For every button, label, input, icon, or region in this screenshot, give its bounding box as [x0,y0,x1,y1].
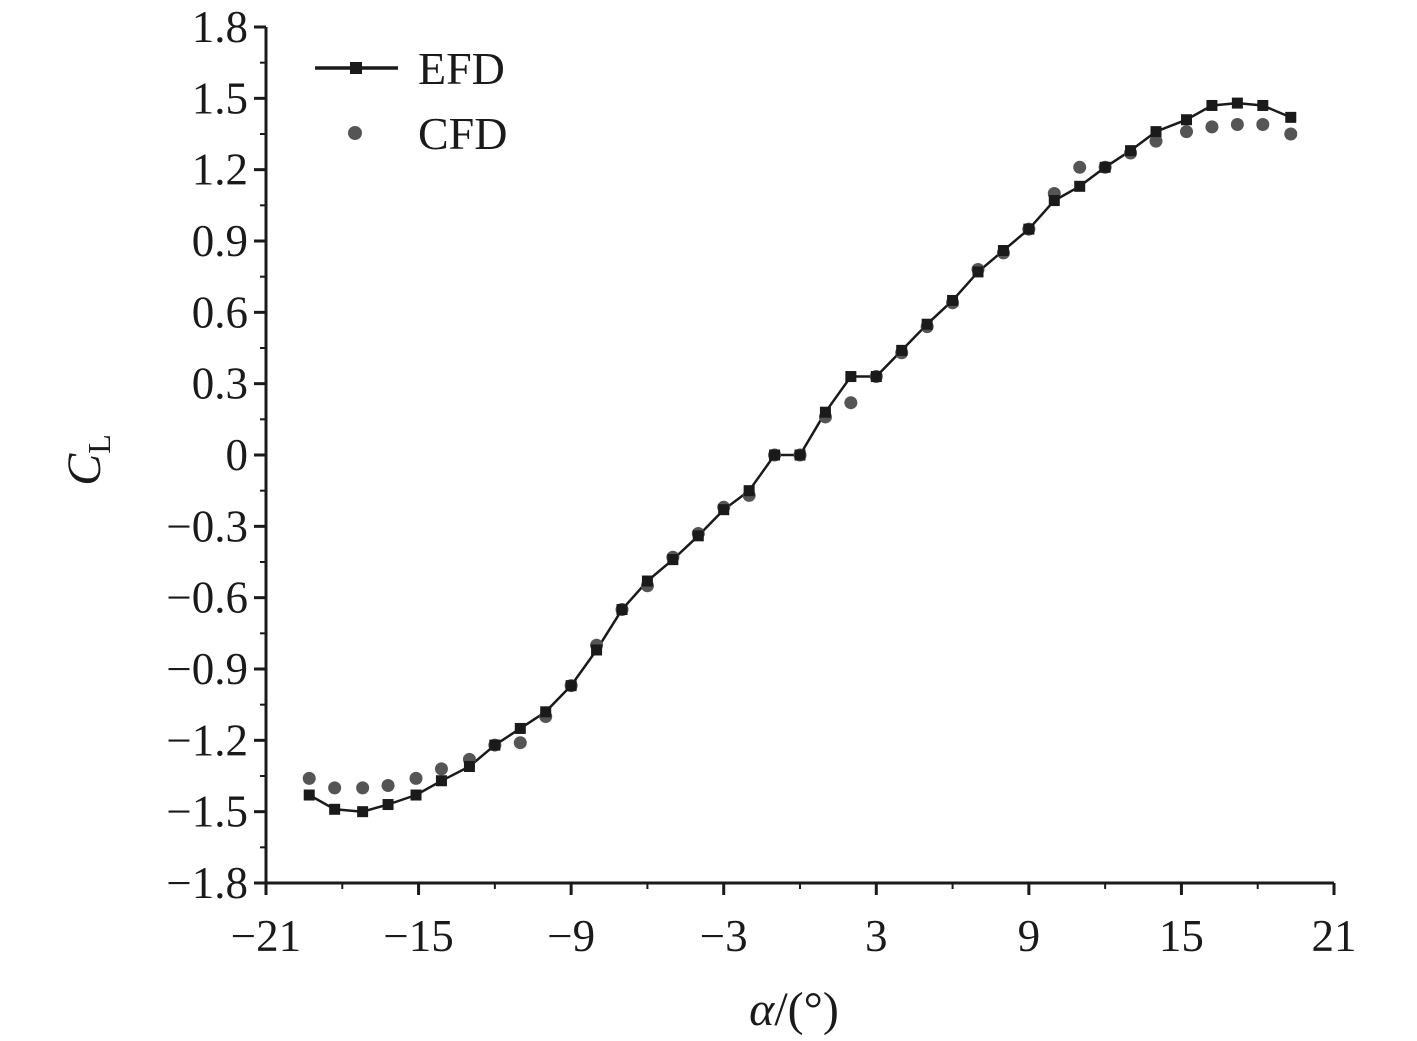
y-tick-label: 1.8 [192,2,248,52]
cfd-point [356,781,370,795]
x-axis-title-unit: /(°) [774,983,839,1036]
y-tick-label: 1.5 [192,73,248,123]
y-axis-title-subscript: L [81,434,117,454]
legend-item-efd: EFD [315,43,505,94]
efd-point [463,760,475,772]
x-tick-label: 21 [1312,911,1357,961]
cfd-point [513,736,527,750]
legend-item-cfd: CFD [348,108,507,159]
y-tick-label: 0.3 [192,359,248,409]
y-tick-label: −0.6 [166,573,248,623]
efd-point [303,789,315,801]
efd-point [947,294,959,306]
cfd-point [1073,160,1087,174]
x-tick-label: 15 [1159,911,1204,961]
efd-point [692,530,704,542]
efd-point [1257,99,1269,111]
cfd-point [1256,117,1270,131]
efd-point [896,344,908,356]
x-tick-label: −15 [383,911,453,961]
x-axis-title-symbol: α [749,983,775,1036]
legend-cfd-label: CFD [418,108,507,159]
efd-point [1023,223,1035,235]
efd-point [1150,126,1162,138]
x-tick-label: 3 [865,911,888,961]
efd-point [870,371,882,383]
data-series [302,97,1298,818]
efd-point [997,245,1009,257]
efd-point [845,371,857,383]
efd-point [435,775,447,787]
efd-point [357,806,369,818]
y-tick-label: −1.5 [166,787,248,837]
legend: EFD CFD [315,43,507,159]
efd-point [565,680,577,692]
y-tick-label: −1.2 [166,715,248,765]
efd-point [1099,161,1111,173]
y-axis-title: CL [58,434,117,486]
y-tick-label: −1.8 [166,858,248,908]
x-tick-label: −3 [700,911,748,961]
cfd-point [1180,125,1194,139]
cfd-point [844,396,858,410]
efd-point [1231,97,1243,109]
efd-point [1206,99,1218,111]
efd-point [1285,111,1297,123]
cfd-point [328,781,342,795]
y-axis-title-symbol: C [58,453,111,486]
efd-point [972,266,984,278]
efd-point [382,799,394,811]
efd-point [743,485,755,497]
efd-point [489,739,501,751]
y-tick-label: −0.9 [166,644,248,694]
legend-efd-marker [350,62,362,74]
y-tick-label: 1.2 [192,145,248,195]
legend-cfd-marker [348,126,362,140]
x-axis-title: α/(°) [749,983,839,1036]
cfd-point [1205,120,1219,134]
efd-point [921,318,933,330]
efd-point [819,406,831,418]
efd-point [718,504,730,516]
efd-point [410,789,422,801]
efd-point [616,604,628,616]
x-tick-label: −9 [547,911,595,961]
efd-point [667,554,679,566]
efd-point [1181,114,1193,126]
efd-point [1125,145,1137,157]
cfd-point [302,771,316,785]
efd-point [1074,180,1086,192]
x-tick-label: 9 [1018,911,1041,961]
cfd-point [381,779,395,793]
cfd-point [1284,127,1298,141]
efd-point [641,575,653,587]
x-axis-ticks: −21 −15 −9 −3 3 9 15 21 [231,883,1357,961]
cfd-point [1230,117,1244,131]
efd-point [540,706,552,718]
y-axis-ticks: 1.8 1.5 1.2 0.9 0.6 0.3 0 −0.3 −0.6 −0.9 −1.2 −1.5 −… [166,2,266,908]
x-tick-label: −21 [231,911,301,961]
y-tick-label: 0.9 [192,216,248,266]
cfd-point [409,771,423,785]
cfd-point [434,762,448,776]
efd-point [794,449,806,461]
efd-point [514,722,526,734]
y-tick-label: 0.6 [192,287,248,337]
efd-point [329,803,341,815]
cfd-point [1149,134,1163,148]
efd-point [769,449,781,461]
legend-efd-label: EFD [418,43,505,94]
efd-point [591,644,603,656]
y-tick-label: 0 [226,430,249,480]
efd-point [1048,195,1060,207]
y-tick-label: −0.3 [166,501,248,551]
